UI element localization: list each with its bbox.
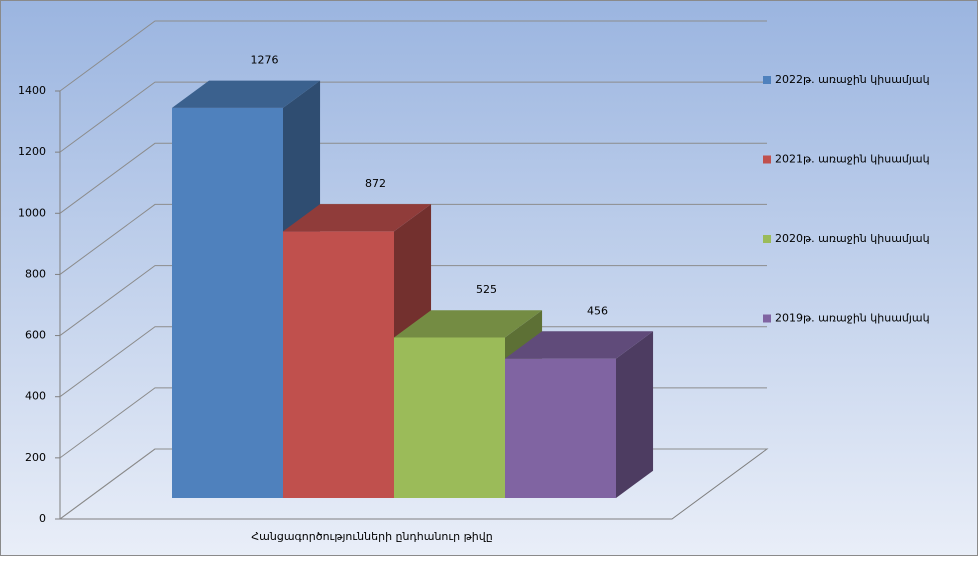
y-tick-label: 600 — [25, 329, 46, 342]
y-tick-label: 400 — [25, 390, 46, 403]
legend-label: 2020թ. առաջին կիսամյակ — [775, 232, 930, 245]
y-tick-label: 1400 — [18, 84, 46, 97]
grid-line — [59, 265, 767, 336]
legend-swatch — [763, 235, 771, 243]
data-label: 456 — [587, 304, 608, 317]
y-tick-label: 800 — [25, 267, 46, 280]
bar-top — [394, 310, 543, 338]
y-tick-label: 0 — [39, 512, 46, 525]
grid-line — [59, 20, 767, 92]
bar-side — [616, 331, 654, 498]
legend-swatch — [763, 314, 771, 323]
legend-label: 2022թ. առաջին կիսամյակ — [775, 73, 930, 86]
grid-line — [59, 142, 767, 214]
grid-line — [59, 81, 767, 153]
bar-top — [505, 331, 654, 359]
legend-label: 2019թ. առաջին կիսամյակ — [775, 312, 930, 325]
x-tick-label: Հանցագործությունների ընդհանուր թիվը — [251, 530, 492, 543]
bar-front — [172, 107, 283, 498]
data-label: 872 — [365, 177, 386, 190]
grid-line — [59, 326, 767, 398]
bar-front — [505, 358, 616, 498]
bar-front — [283, 231, 394, 498]
bar-top — [172, 80, 321, 108]
grid-line — [59, 203, 767, 275]
data-label: 525 — [476, 283, 497, 296]
y-tick-label: 200 — [25, 451, 46, 464]
legend-label: 2021թ. առաջին կիսամյակ — [775, 153, 930, 166]
bar-top — [283, 204, 432, 232]
y-tick-label: 1000 — [18, 206, 46, 219]
data-label: 1276 — [251, 54, 279, 67]
bar-front — [394, 337, 505, 498]
legend-swatch — [763, 76, 771, 84]
y-tick-label: 1200 — [18, 145, 46, 158]
legend-swatch — [763, 155, 771, 164]
